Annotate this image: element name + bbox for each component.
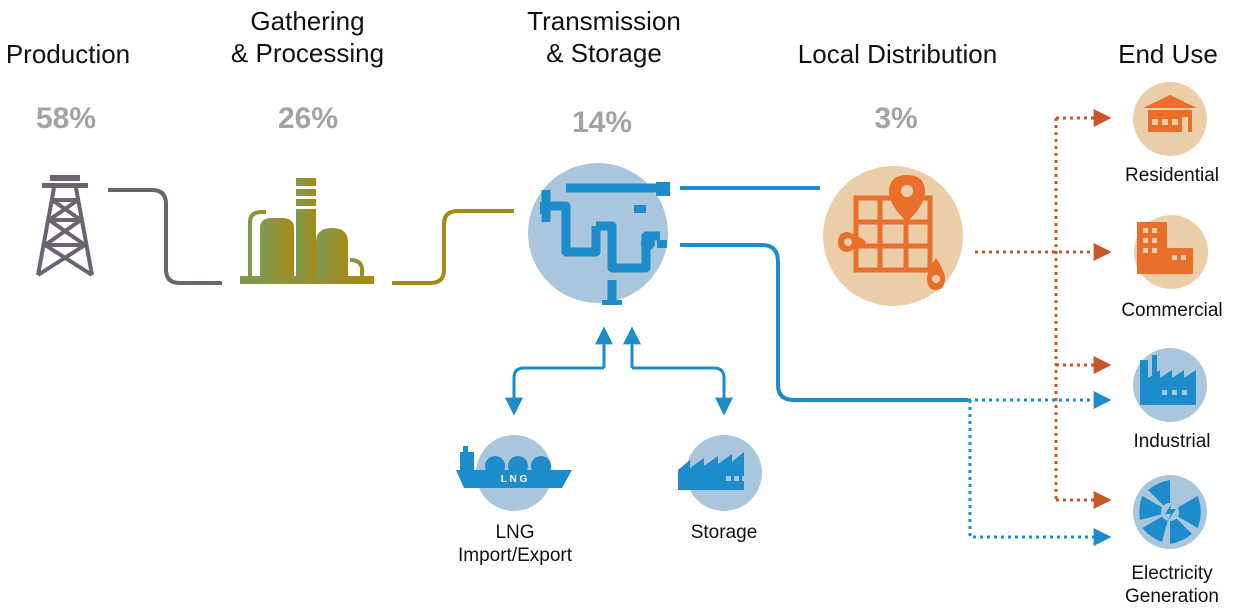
storage-link-arrows [505,326,733,416]
transmission-dotted-lines [968,391,1112,546]
storage-label: Storage [690,522,758,543]
stage-title-transmission-line2: & Storage [546,38,662,68]
enduse-label-electricity-line2: Generation [1124,586,1219,607]
percent-distribution: 3% [874,102,918,135]
lng-ship-text: L N G [501,474,528,485]
storage-facility-icon [678,435,762,511]
pipe-transmission-direct [680,243,968,402]
oil-derrick-icon [36,175,94,277]
distribution-dotted-lines [975,109,1112,509]
stage-title-enduse: End Use [1118,39,1218,69]
stage-title-transmission-line1: Transmission [527,6,681,36]
enduse-label-electricity-line1: Electricity [1131,563,1213,584]
lng-ship-icon: L N G [456,435,572,511]
percent-production: 58% [35,102,97,135]
enduse-label-residential: Residential [1125,165,1219,186]
stage-title-production: Production [5,39,131,69]
enduse-label-electricity: Electricity Generation [1110,562,1234,608]
stage-title-gathering-line1: Gathering [250,6,365,36]
stage-title-distribution: Local Distribution [797,39,998,69]
house-icon [1133,82,1207,156]
stage-title-gathering-line2: & Processing [230,38,385,68]
percent-gathering: 26% [277,102,339,135]
office-building-icon [1134,215,1208,289]
lng-label-line1: LNG [495,522,535,543]
stage-title-gathering: Gathering & Processing [225,5,390,69]
map-pin-icon [823,166,963,306]
percent-transmission: 14% [571,106,633,139]
pipeline-valve-icon [528,163,670,305]
enduse-label-commercial: Commercial [1121,300,1223,321]
lng-label-line2: Import/Export [457,545,573,566]
turbine-icon [1133,475,1207,549]
processing-plant-icon [240,178,374,284]
lng-label: LNG Import/Export [440,521,590,567]
enduse-label-industrial: Industrial [1133,431,1211,452]
stage-title-transmission: Transmission & Storage [520,5,688,69]
factory-icon [1133,348,1207,422]
pipe-production-gathering [108,188,222,285]
pipe-gathering-transmission [392,209,514,285]
